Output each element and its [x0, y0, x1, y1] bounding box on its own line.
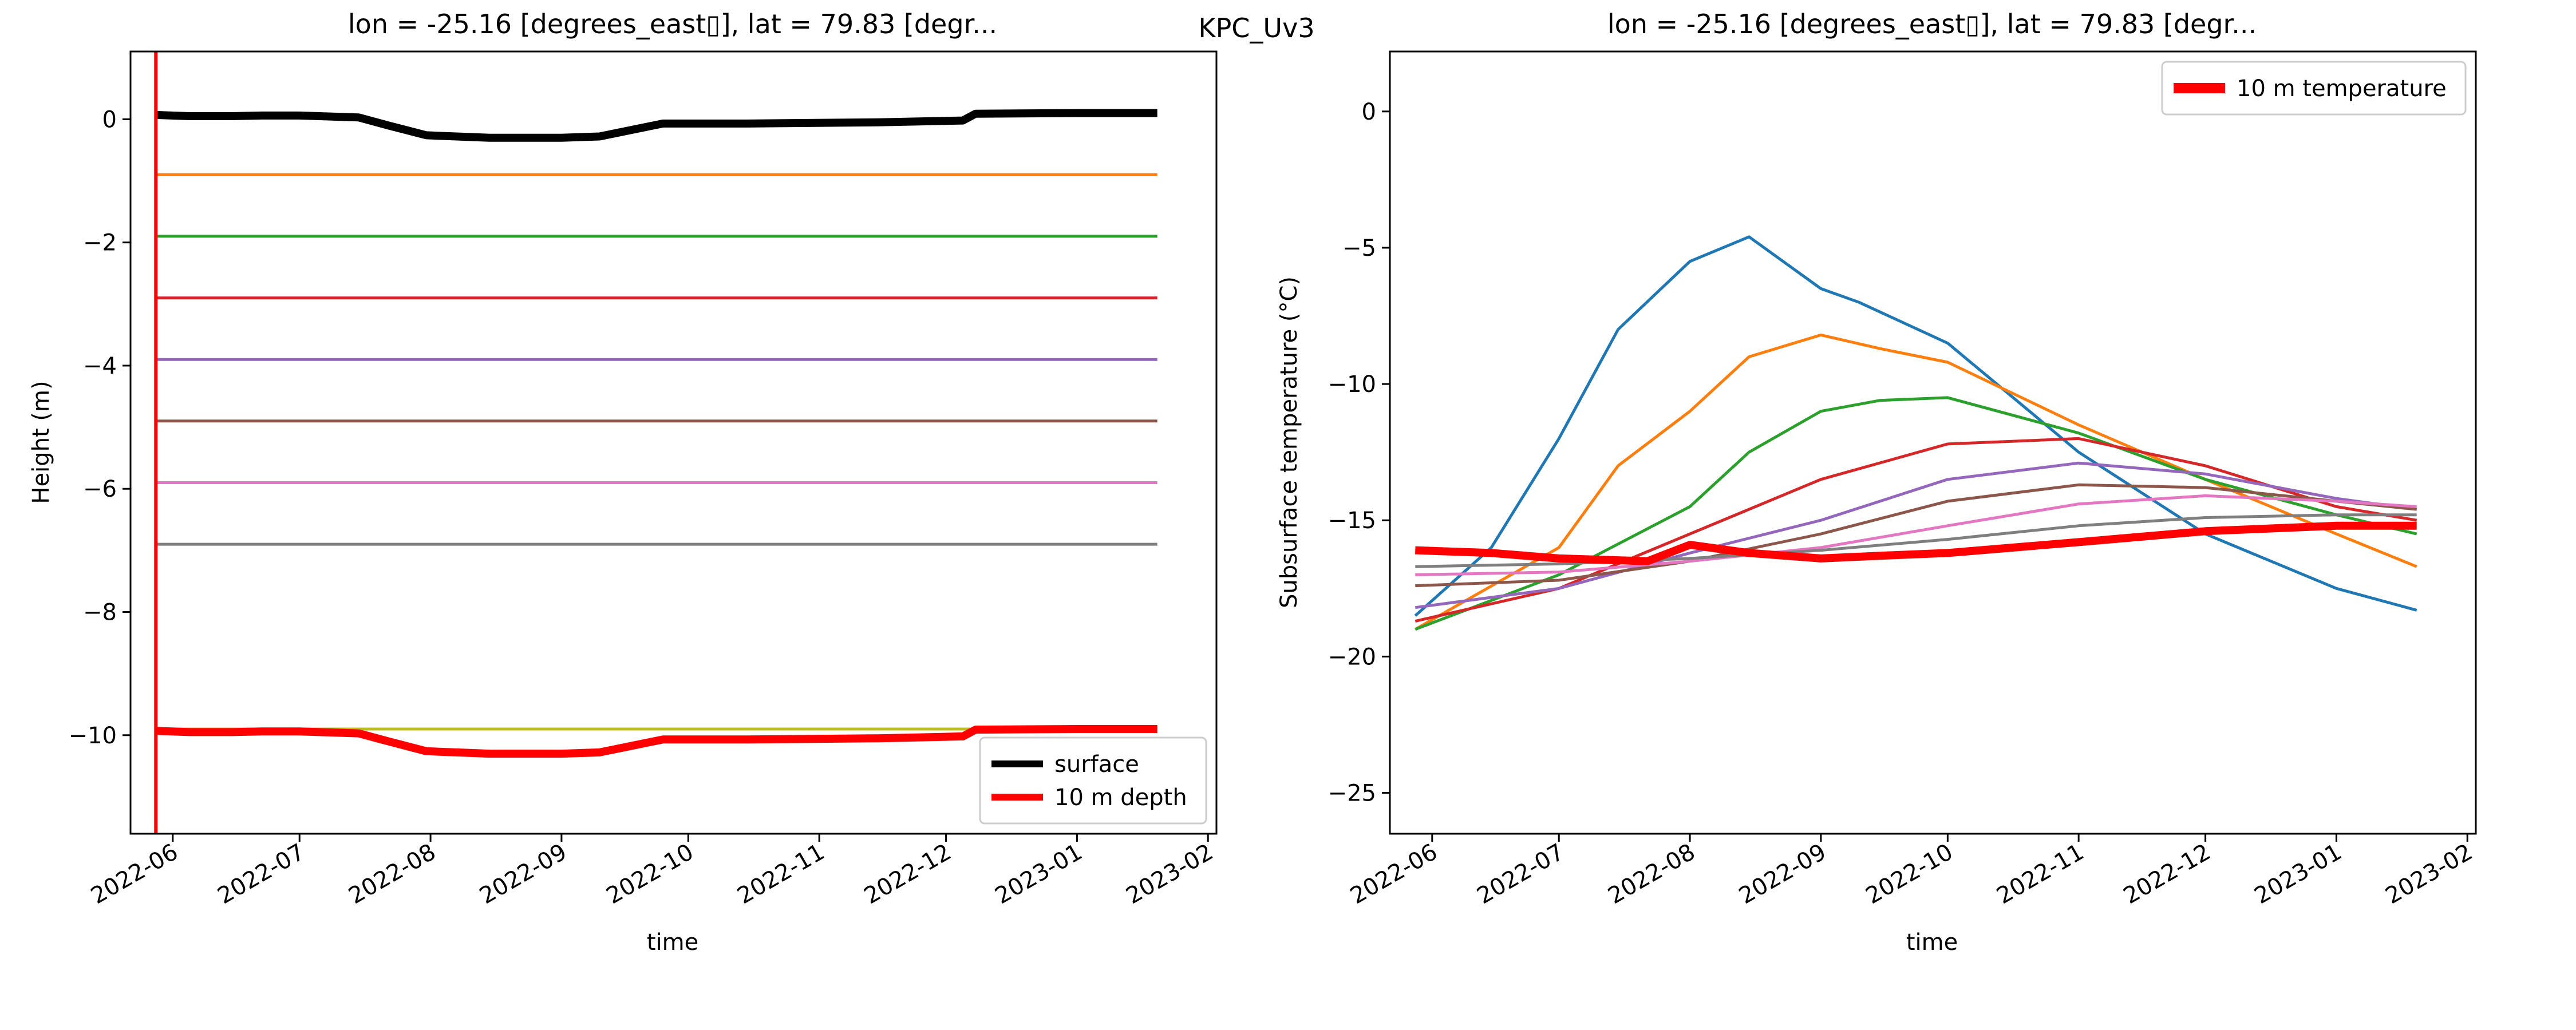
temperature-panel-ylabel: Subsurface temperature (°C) — [1276, 276, 1302, 608]
height-ytick-label: −2 — [83, 230, 117, 256]
temperature-plot-area — [1414, 235, 2417, 631]
temperature-series-line-4 — [1415, 461, 2417, 609]
height-ytick-label: 0 — [102, 106, 117, 133]
temperature-series-line-6 — [1415, 494, 2417, 576]
temperature-legend-label: 10 m temperature — [2237, 76, 2447, 102]
height-plot-area — [154, 52, 1157, 834]
temperature-legend: 10 m temperature — [2161, 61, 2467, 116]
height-ytick-label: −10 — [69, 723, 117, 749]
temperature-ytick-label: −25 — [1328, 781, 1376, 807]
height-series-10-m-depth — [156, 725, 1157, 758]
figure-suptitle: KPC_Uv3 — [1198, 13, 1314, 43]
temperature-series-10-m-temperature — [1415, 521, 2417, 565]
height-legend-label: surface — [1054, 751, 1139, 778]
height-ytick-label: −4 — [83, 353, 117, 379]
height-ytick-label: −6 — [83, 476, 117, 502]
height-legend-label: 10 m depth — [1054, 785, 1187, 811]
height-series-surface — [156, 109, 1157, 142]
height-panel-title: lon = -25.16 [degrees_east▯], lat = 79.8… — [348, 9, 997, 39]
temperature-panel-title: lon = -25.16 [degrees_east▯], lat = 79.8… — [1607, 9, 2257, 39]
height-panel-ylabel: Height (m) — [28, 381, 54, 504]
temperature-ytick-label: −10 — [1328, 371, 1376, 398]
temperature-panel-xlabel: time — [1906, 929, 1958, 956]
temperature-ytick-label: −15 — [1328, 508, 1376, 534]
temperature-series-line-3 — [1415, 437, 2417, 623]
temperature-ytick-label: 0 — [1362, 99, 1376, 125]
height-legend: surface 10 m depth — [979, 736, 1207, 825]
temperature-ytick-label: −5 — [1342, 235, 1376, 262]
height-panel-xlabel: time — [647, 929, 698, 956]
temperature-legend-box — [2161, 61, 2467, 116]
temperature-axes-frame — [1389, 50, 2477, 835]
height-legend-box — [979, 736, 1207, 825]
height-axes-frame — [129, 50, 1218, 835]
temperature-ytick-label: −20 — [1328, 644, 1376, 670]
temperature-series-line-5 — [1415, 483, 2417, 588]
height-ytick-label: −8 — [83, 600, 117, 626]
